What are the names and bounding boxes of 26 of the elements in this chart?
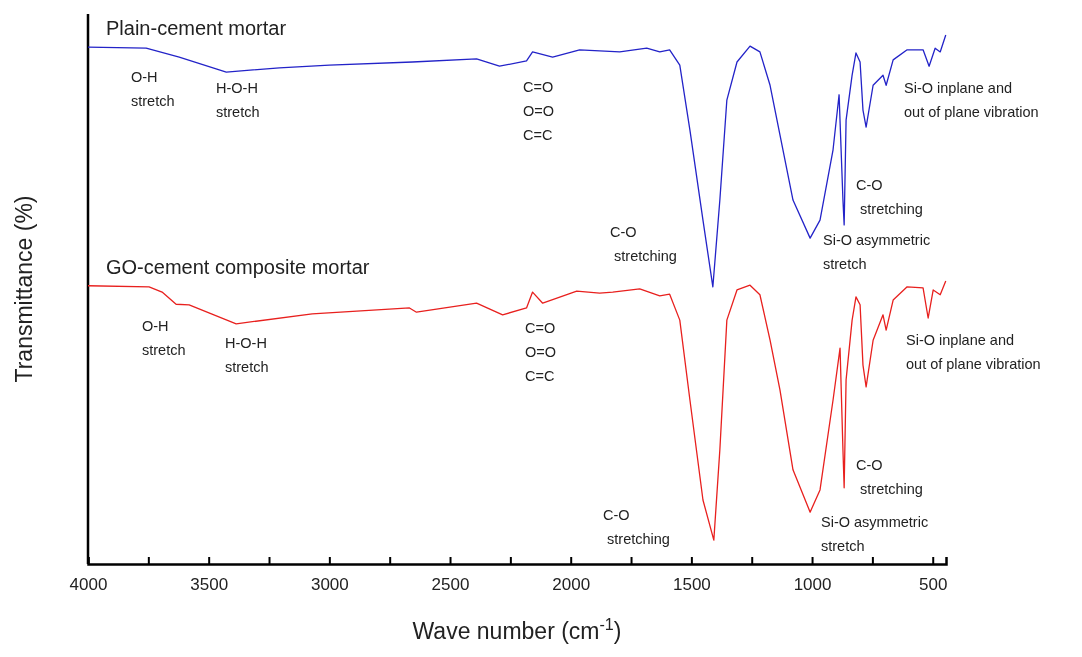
x-tick-label: 2500: [431, 575, 470, 595]
x-tick-label: 2000: [552, 575, 591, 595]
x-tick-label: 1000: [793, 575, 832, 595]
x-tick-label: 3500: [190, 575, 229, 595]
x-tick-label: 1500: [672, 575, 711, 595]
x-tick-label: 4000: [69, 575, 108, 595]
annotation: O-H stretch: [142, 318, 186, 358]
y-axis-title: Transmittance (%): [11, 195, 37, 383]
annotation: C-O stretching: [856, 457, 923, 497]
annotation: Si-O inplane and out of plane vibration: [906, 332, 1041, 372]
annotation: C-O stretching: [610, 224, 677, 264]
series-label: Plain-cement mortar: [106, 17, 287, 40]
annotation: Si-O asymmetric stretch: [823, 232, 931, 272]
x-tick-label: 500: [919, 575, 948, 595]
annotation: H-O-H stretch: [216, 80, 260, 120]
x-axis-title: Wave number (cm$^{-1}$): [412, 615, 622, 644]
annotation: C=O O=O C=C: [523, 79, 555, 143]
annotation: Si-O inplane and out of plane vibration: [904, 80, 1039, 120]
annotation: C-O stretching: [603, 507, 670, 547]
x-tick-label: 3000: [310, 575, 349, 595]
annotation: C-O stretching: [856, 177, 923, 217]
series-label: GO-cement composite mortar: [106, 255, 370, 278]
annotation: H-O-H stretch: [225, 335, 269, 375]
annotation: Si-O asymmetric stretch: [821, 514, 929, 554]
annotation: O-H stretch: [131, 69, 175, 109]
annotation: C=O O=O C=C: [525, 320, 557, 384]
